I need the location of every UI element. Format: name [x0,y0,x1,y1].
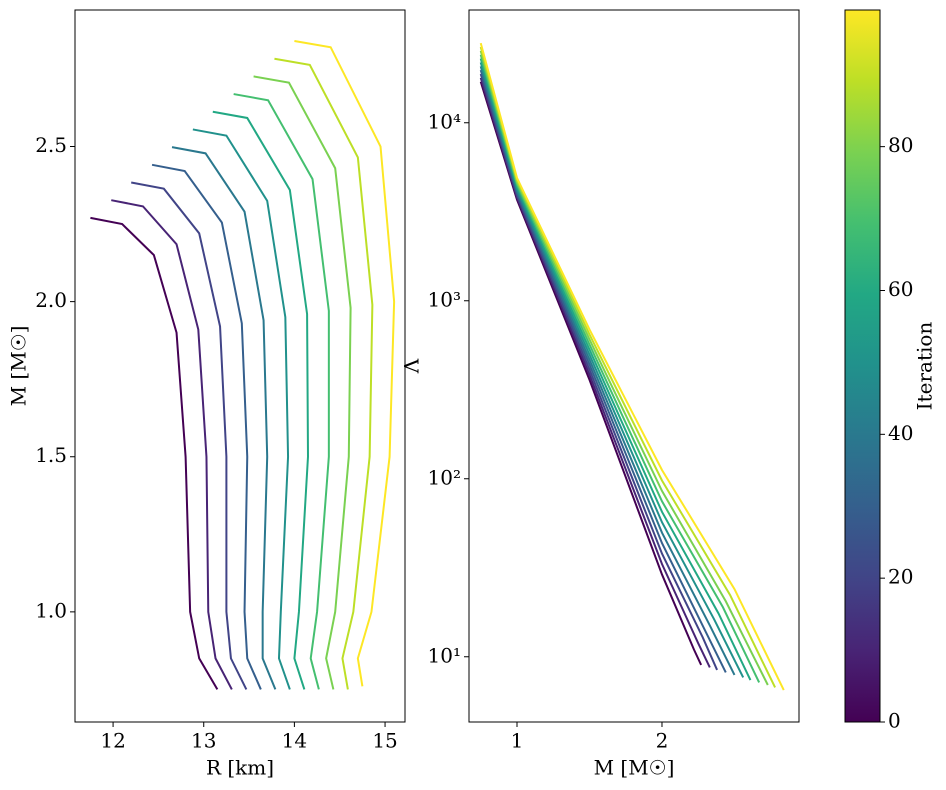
curve [253,75,352,690]
y-tick-label: 1.0 [35,598,67,622]
curve [479,69,727,673]
y-tick-label: 10³ [428,287,461,311]
y-tick-label: 10⁴ [428,109,461,133]
y-tick-label: 2.5 [35,133,67,157]
x-tick-label: 2 [656,729,669,753]
curve [479,58,752,681]
colorbar-tick-label: 0 [888,709,901,733]
y-tick-label: 1.5 [35,443,67,467]
x-tick-label: 13 [191,729,216,753]
y-axis-label: Λ [400,358,424,374]
curve [479,46,776,688]
curve [294,40,396,687]
x-tick-label: 14 [282,729,307,753]
plot-area [479,42,785,691]
x-tick-label: 15 [372,729,397,753]
y-tick-label: 2.0 [35,288,67,312]
curve [111,199,233,690]
colorbar-label: Iteration [913,322,937,411]
curve [131,181,248,690]
y-tick-label: 10² [428,465,461,489]
colorbar-tick-label: 20 [888,565,913,589]
curve [90,216,219,690]
x-tick-label: 12 [100,729,125,753]
axes-frame [468,9,800,723]
x-axis-label: R [km] [206,756,274,780]
axes-frame [74,9,406,723]
colorbar-tick-label: 60 [888,277,913,301]
curve [274,57,374,690]
curve [151,163,262,690]
plot-area [90,40,396,690]
colorbar-tick-label: 40 [888,421,913,445]
colorbar-tick-label: 80 [888,133,913,157]
x-axis-label: M [M☉] [594,756,675,780]
curve [171,146,277,690]
curve [233,93,330,690]
curve [479,42,785,691]
curve [212,110,309,690]
curve [479,50,769,686]
y-axis-label: M [M☉] [7,326,31,407]
colorbar-frame [844,9,881,723]
y-tick-label: 10¹ [428,643,461,667]
colorbar [845,10,880,722]
curve [192,128,291,690]
x-tick-label: 1 [511,729,524,753]
